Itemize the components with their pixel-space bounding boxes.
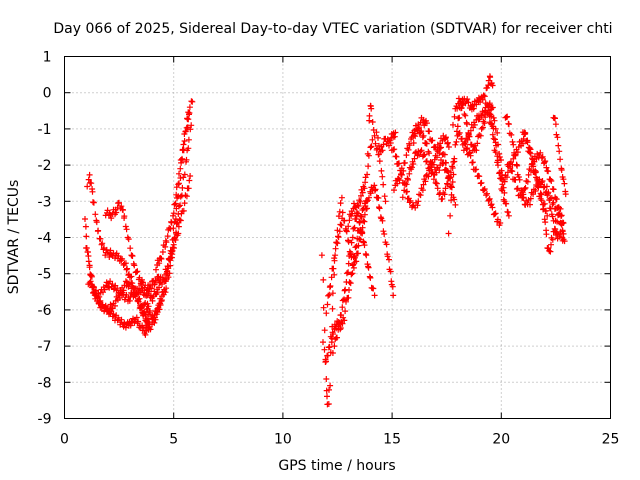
y-tick-label: -4 xyxy=(38,231,52,247)
x-tick-label: 15 xyxy=(383,432,401,448)
y-tick-label: -8 xyxy=(38,375,52,391)
data-point-track xyxy=(85,278,152,310)
y-tick-label: -7 xyxy=(38,339,52,355)
chart-title: Day 066 of 2025, Sidereal Day-to-day VTE… xyxy=(53,21,612,37)
x-tick-label: 25 xyxy=(602,432,620,448)
data-point-track xyxy=(399,147,455,201)
data-point-track xyxy=(519,129,566,255)
data-point-track xyxy=(345,200,378,299)
x-tick-label: 10 xyxy=(274,432,292,448)
data-point-track xyxy=(450,95,512,219)
y-tick-label: -1 xyxy=(38,122,52,138)
x-tick-label: 0 xyxy=(60,432,69,448)
data-point-track xyxy=(550,114,569,198)
data-point-track xyxy=(153,111,192,273)
y-tick-label: -5 xyxy=(38,267,52,283)
y-tick-label: -6 xyxy=(38,303,52,319)
x-tick-label: 5 xyxy=(169,432,178,448)
y-tick-label: 1 xyxy=(43,50,52,66)
y-tick-label: -2 xyxy=(38,158,52,174)
data-point-track xyxy=(410,114,452,153)
data-point-track xyxy=(323,182,397,317)
data-point-track xyxy=(543,183,568,245)
x-axis-label: GPS time / hours xyxy=(278,458,395,474)
plot-frame xyxy=(64,56,611,419)
data-point-track xyxy=(144,173,194,304)
data-point-track xyxy=(329,136,376,356)
y-tick-label: 0 xyxy=(43,86,52,102)
data-point-track xyxy=(454,129,504,229)
y-axis-label: SDTVAR / TECUs xyxy=(6,180,22,295)
data-point-track xyxy=(373,129,389,205)
y-tick-label: -3 xyxy=(38,194,52,210)
x-tick-label: 20 xyxy=(492,432,510,448)
data-point-track xyxy=(445,73,496,237)
y-tick-label: -9 xyxy=(38,412,52,428)
data-point-track xyxy=(364,102,399,158)
data-points xyxy=(82,73,569,408)
